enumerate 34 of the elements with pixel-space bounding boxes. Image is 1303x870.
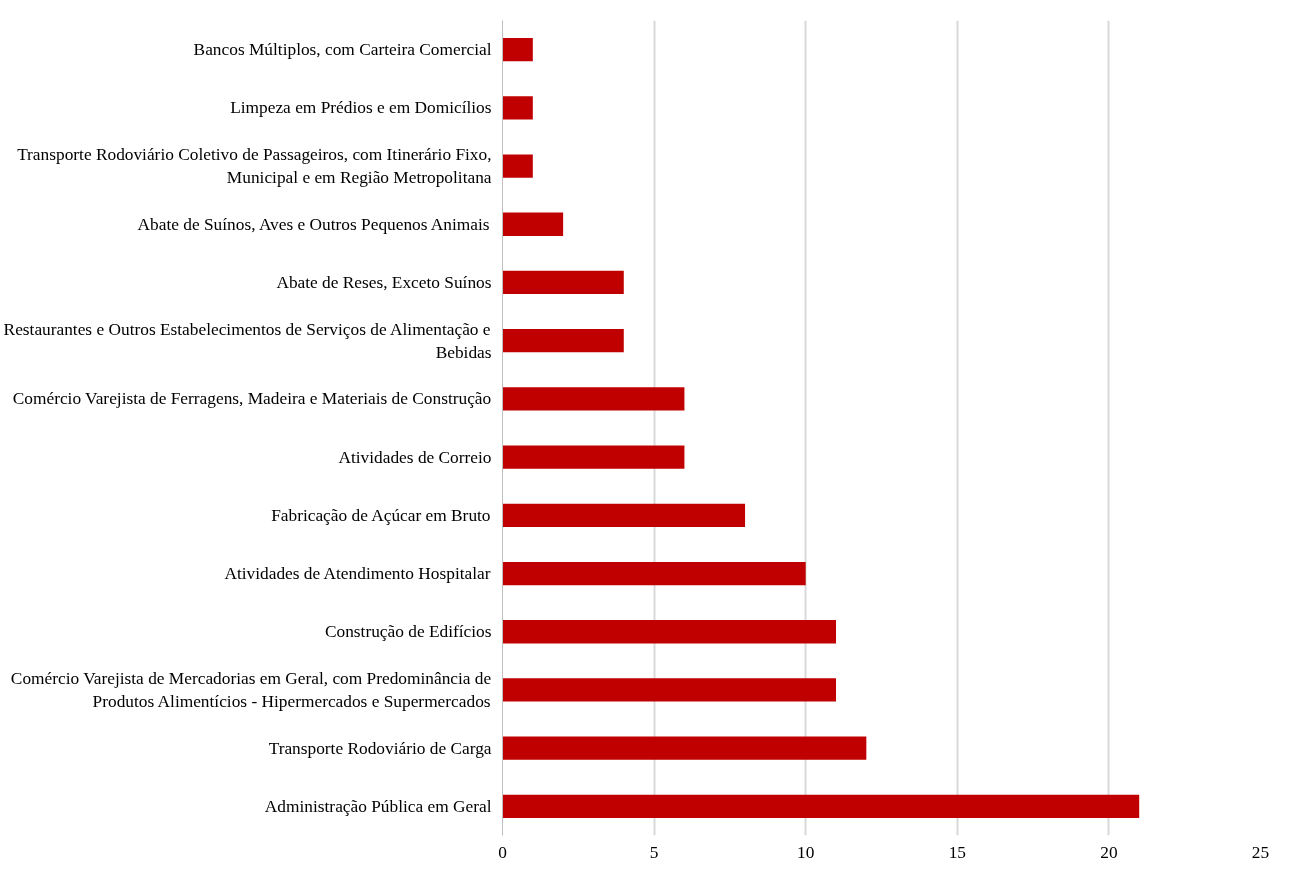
bar (502, 96, 533, 120)
bar (502, 212, 564, 236)
x-tick-label: 5 (649, 842, 659, 862)
bar (502, 561, 806, 586)
y-tick-label: Administração Pública em Geral (264, 796, 492, 816)
bar (502, 270, 624, 295)
bar (502, 154, 533, 178)
x-tick-label: 15 (948, 842, 966, 862)
bar (502, 620, 837, 644)
x-tick-label: 20 (1100, 842, 1118, 862)
bar (502, 387, 685, 411)
bar (502, 678, 837, 702)
bar (502, 736, 867, 760)
y-tick-label: Fabricação de Açúcar em Bruto (271, 505, 491, 525)
y-tick-label: Bancos Múltiplos, com Carteira Comercial (193, 40, 492, 60)
y-tick-label: Atividades de Correio (338, 447, 492, 467)
y-tick-label: Restaurantes e Outros Estabelecimentos de Serviços de Alimentação e Bebidas (3, 319, 492, 362)
y-tick-label: Construção de Edifícios (325, 622, 492, 642)
x-tick-label: 25 (1251, 842, 1270, 862)
y-tick-label: Transporte Rodoviário Coletivo de Passageiros, com Itinerário Fixo, Municipal e em Região Metropolitana (17, 145, 492, 187)
bar (502, 794, 1140, 819)
y-tick-label: Atividades de Atendimento Hospitalar (224, 564, 491, 584)
y-tick-label: Transporte Rodoviário de Carga (268, 738, 492, 758)
y-tick-label: Comércio Varejista de Ferragens, Madeira e Materiais de Construção (12, 389, 492, 409)
x-tick-label: 10 (797, 842, 815, 862)
bar (502, 329, 624, 353)
y-tick-label: Abate de Suínos, Aves e Outros Pequenos Animais (137, 214, 490, 234)
y-tick-label: Abate de Reses, Exceto Suínos (276, 272, 492, 292)
y-tick-label: Limpeza em Prédios e em Domicílios (230, 98, 492, 118)
bar (502, 37, 533, 62)
bar (502, 503, 746, 527)
bar (502, 445, 685, 469)
x-tick-label: 0 (498, 842, 507, 862)
y-tick-label: Comércio Varejista de Mercadorias em Geral, com Predominância de Produtos Alimentícios - Hipermercados e Supermercados (10, 669, 492, 711)
